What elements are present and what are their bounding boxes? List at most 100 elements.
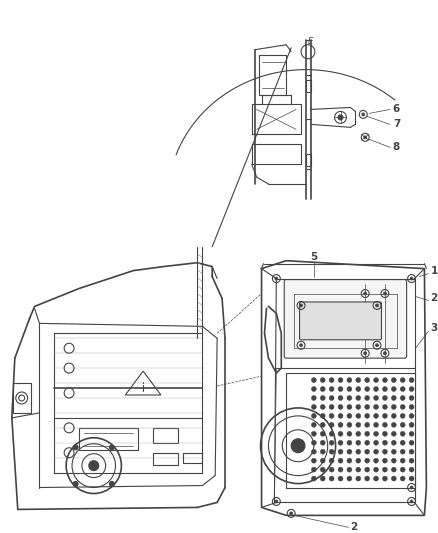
Circle shape — [382, 476, 387, 481]
Text: 2: 2 — [430, 294, 438, 303]
Bar — [153, 428, 178, 443]
Circle shape — [338, 377, 343, 383]
Circle shape — [374, 422, 378, 427]
Circle shape — [409, 377, 414, 383]
Text: 6: 6 — [393, 104, 400, 115]
Circle shape — [320, 405, 325, 409]
Text: 1: 1 — [430, 265, 438, 276]
Circle shape — [409, 449, 414, 454]
Circle shape — [400, 422, 405, 427]
Circle shape — [364, 352, 367, 354]
Circle shape — [329, 440, 334, 445]
Circle shape — [383, 292, 386, 295]
Circle shape — [311, 467, 316, 472]
Circle shape — [409, 422, 414, 427]
Circle shape — [73, 445, 78, 450]
Circle shape — [320, 458, 325, 463]
Circle shape — [374, 405, 378, 409]
Circle shape — [338, 395, 343, 400]
Circle shape — [365, 405, 370, 409]
Circle shape — [356, 414, 361, 418]
Circle shape — [329, 405, 334, 409]
Circle shape — [391, 476, 396, 481]
Circle shape — [356, 422, 361, 427]
Circle shape — [338, 476, 343, 481]
Circle shape — [365, 449, 370, 454]
Circle shape — [409, 458, 414, 463]
Circle shape — [400, 377, 405, 383]
Circle shape — [329, 414, 334, 418]
Circle shape — [320, 422, 325, 427]
Circle shape — [89, 461, 99, 471]
Circle shape — [410, 277, 413, 280]
Circle shape — [409, 395, 414, 400]
Circle shape — [374, 377, 378, 383]
Text: 8: 8 — [393, 142, 400, 152]
Circle shape — [311, 377, 316, 383]
Circle shape — [347, 476, 352, 481]
Text: 5: 5 — [310, 252, 318, 262]
Circle shape — [365, 422, 370, 427]
Bar — [13, 383, 31, 413]
Circle shape — [329, 458, 334, 463]
Circle shape — [311, 476, 316, 481]
Circle shape — [356, 386, 361, 392]
Circle shape — [320, 386, 325, 392]
Circle shape — [400, 431, 405, 437]
Circle shape — [391, 386, 396, 392]
Circle shape — [347, 458, 352, 463]
Circle shape — [382, 422, 387, 427]
Circle shape — [311, 386, 316, 392]
Circle shape — [391, 395, 396, 400]
Circle shape — [382, 458, 387, 463]
Circle shape — [300, 304, 303, 307]
Circle shape — [382, 449, 387, 454]
Circle shape — [374, 449, 378, 454]
Circle shape — [400, 414, 405, 418]
Circle shape — [311, 440, 316, 445]
Circle shape — [410, 486, 413, 489]
Circle shape — [365, 467, 370, 472]
Circle shape — [347, 440, 352, 445]
Circle shape — [400, 440, 405, 445]
Circle shape — [329, 449, 334, 454]
Circle shape — [73, 481, 78, 487]
Circle shape — [374, 440, 378, 445]
Text: 7: 7 — [393, 119, 400, 130]
Circle shape — [347, 377, 352, 383]
Circle shape — [329, 377, 334, 383]
Circle shape — [391, 377, 396, 383]
Circle shape — [347, 405, 352, 409]
Circle shape — [338, 386, 343, 392]
Circle shape — [347, 395, 352, 400]
Circle shape — [382, 440, 387, 445]
Circle shape — [400, 467, 405, 472]
Circle shape — [347, 467, 352, 472]
Circle shape — [382, 405, 387, 409]
Circle shape — [382, 467, 387, 472]
FancyBboxPatch shape — [284, 280, 406, 358]
Circle shape — [356, 476, 361, 481]
Circle shape — [382, 377, 387, 383]
Circle shape — [329, 476, 334, 481]
Circle shape — [338, 115, 343, 120]
Circle shape — [409, 386, 414, 392]
Circle shape — [347, 422, 352, 427]
Bar — [306, 79, 311, 92]
Circle shape — [356, 440, 361, 445]
Circle shape — [338, 431, 343, 437]
Circle shape — [329, 467, 334, 472]
Circle shape — [382, 414, 387, 418]
Circle shape — [338, 467, 343, 472]
Circle shape — [375, 304, 378, 307]
Circle shape — [400, 386, 405, 392]
Text: 2: 2 — [350, 522, 358, 532]
Circle shape — [374, 395, 378, 400]
Circle shape — [391, 440, 396, 445]
Circle shape — [320, 476, 325, 481]
Circle shape — [365, 414, 370, 418]
Circle shape — [338, 422, 343, 427]
Circle shape — [382, 431, 387, 437]
Circle shape — [382, 386, 387, 392]
Circle shape — [300, 344, 303, 347]
